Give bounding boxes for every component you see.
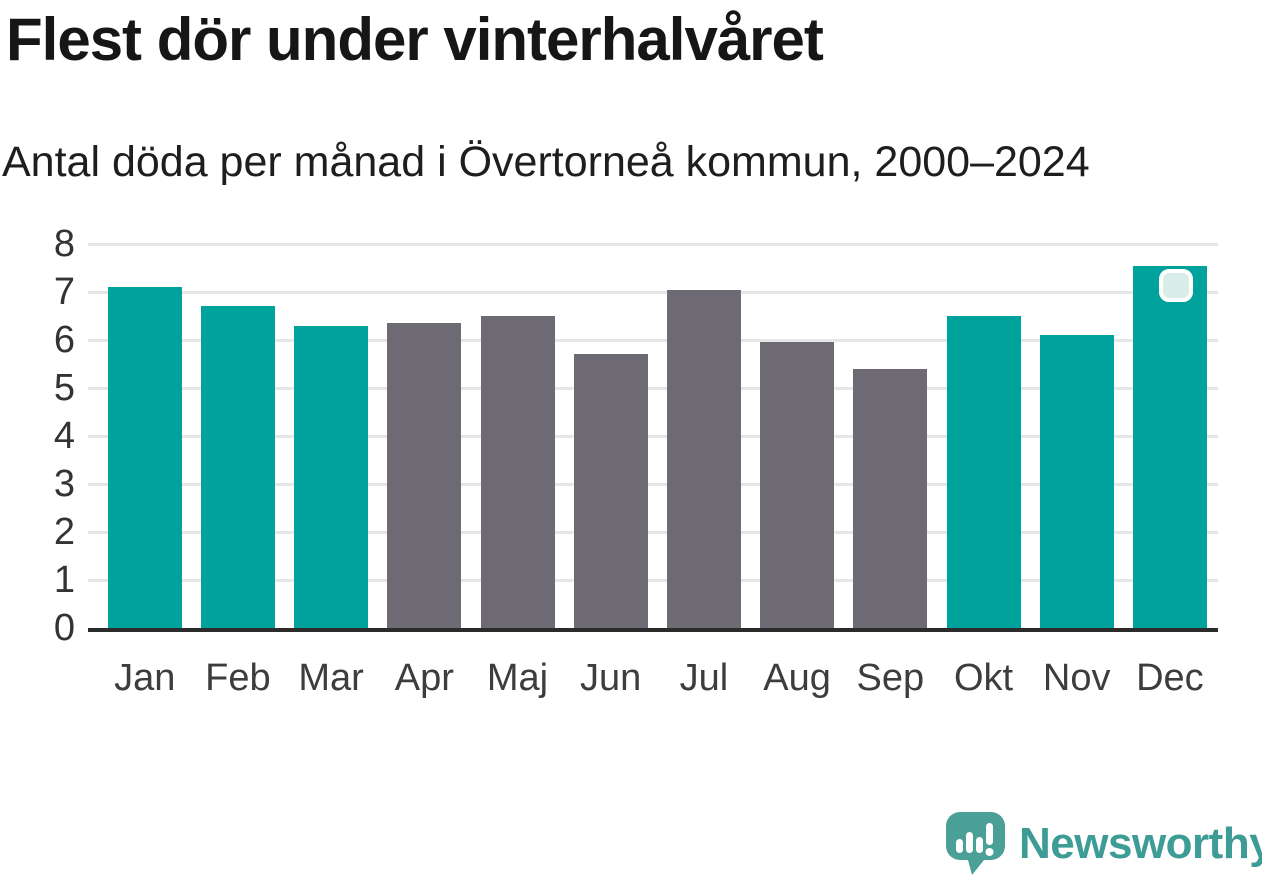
bar-mar: [294, 325, 369, 628]
gridline-y2: [88, 531, 1218, 534]
x-tick-label-aug: Aug: [763, 657, 831, 699]
bar-dec: [1132, 265, 1207, 628]
y-tick-label: 0: [53, 607, 75, 649]
x-tick-label-maj: Maj: [486, 657, 549, 699]
bar-apr: [387, 323, 462, 628]
gridline-y7: [88, 291, 1218, 294]
y-tick-label: 3: [53, 463, 75, 505]
plot-area: [88, 243, 1218, 632]
y-tick-label: 1: [53, 559, 75, 601]
speech-bubble-shape: [946, 812, 1005, 875]
bar-jun: [573, 354, 648, 628]
y-tick-label: 2: [53, 511, 75, 553]
gridline-y5: [88, 387, 1218, 390]
gridline-y3: [88, 483, 1218, 486]
y-tick-label: 4: [53, 415, 75, 457]
chart-subtitle: Antal döda per månad i Övertorneå kommun…: [2, 138, 1090, 186]
x-tick-label-nov: Nov: [1042, 657, 1111, 699]
y-tick-label: 5: [53, 367, 75, 409]
bar-aug: [760, 342, 835, 628]
newsworthy-logo: Newsworthy: [946, 812, 1262, 876]
newsworthy-logo-text: Newsworthy: [1019, 819, 1262, 868]
bar-nov: [1039, 335, 1114, 628]
gridline-y4: [88, 435, 1218, 438]
y-tick-label: 6: [53, 319, 75, 361]
gridline-y6: [88, 339, 1218, 342]
y-tick-label: 7: [53, 271, 75, 313]
x-tick-label-jan: Jan: [114, 657, 176, 699]
gridline-y8: [88, 243, 1218, 246]
x-tick-label-jul: Jul: [679, 657, 729, 699]
x-tick-label-jun: Jun: [580, 657, 642, 699]
gridline-y1: [88, 579, 1218, 582]
chart-title: Flest dör under vinterhalvåret: [6, 6, 824, 73]
x-tick-label-dec: Dec: [1136, 657, 1204, 699]
x-tick-label-feb: Feb: [205, 657, 271, 699]
x-axis: Jan Feb Mar Apr Maj Jun Jul Aug Sep Okt Nov Dec: [88, 657, 1218, 710]
x-tick-label-okt: Okt: [953, 657, 1014, 699]
bar-okt: [946, 316, 1021, 628]
y-axis: 0 1 2 3 4 5 6 7 8: [0, 223, 75, 649]
newsworthy-speech-bubble-chart-icon: [946, 812, 1006, 876]
bar-jul: [666, 289, 741, 628]
bar-maj: [480, 316, 555, 628]
bar-jan: [107, 287, 182, 628]
bar-chart: 0 1 2 3 4 5 6 7 8 Jan Feb Mar Apr Maj Jun Jul Aug Sep Okt…: [0, 223, 1262, 699]
bar-feb: [200, 306, 275, 628]
x-tick-label-sep: Sep: [856, 657, 925, 699]
x-tick-label-mar: Mar: [298, 657, 364, 699]
dec-highlight-marker: [1158, 268, 1193, 302]
y-tick-label: 8: [53, 223, 75, 265]
bar-sep: [853, 368, 928, 628]
x-tick-label-apr: Apr: [394, 657, 454, 699]
